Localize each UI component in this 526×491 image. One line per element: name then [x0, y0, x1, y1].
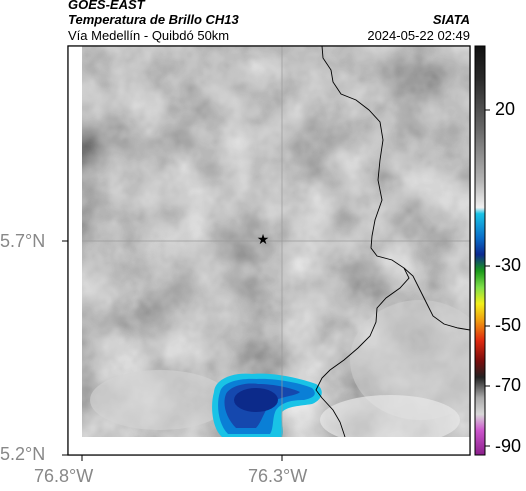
- colorbar-label: -90: [495, 436, 522, 456]
- region-label: Vía Medellín - Quibdó 50km: [68, 28, 230, 43]
- lat-label: 5.2°N: [0, 444, 46, 464]
- agency-label: SIATA: [432, 12, 470, 27]
- lon-label: 76.3°W: [248, 466, 308, 486]
- lon-label: 76.8°W: [34, 466, 94, 486]
- colorbar-label: -70: [495, 375, 522, 395]
- timestamp-label: 2024-05-22 02:49: [367, 28, 470, 43]
- brightness-temperature-field: [82, 46, 470, 437]
- colorbar-label: -50: [495, 315, 522, 335]
- star-icon: ★: [257, 232, 270, 248]
- colorbar-label: 20: [495, 99, 516, 119]
- colorbar-label: -30: [495, 255, 522, 275]
- colorbar: [474, 45, 490, 456]
- department-borders: [315, 45, 471, 438]
- satellite-title: GOES-EAST: [68, 0, 145, 12]
- lat-label: 5.7°N: [0, 231, 46, 251]
- product-title: Temperatura de Brillo CH13: [68, 12, 239, 27]
- cold-cloud-top: [212, 373, 322, 437]
- gridlines: [68, 46, 470, 455]
